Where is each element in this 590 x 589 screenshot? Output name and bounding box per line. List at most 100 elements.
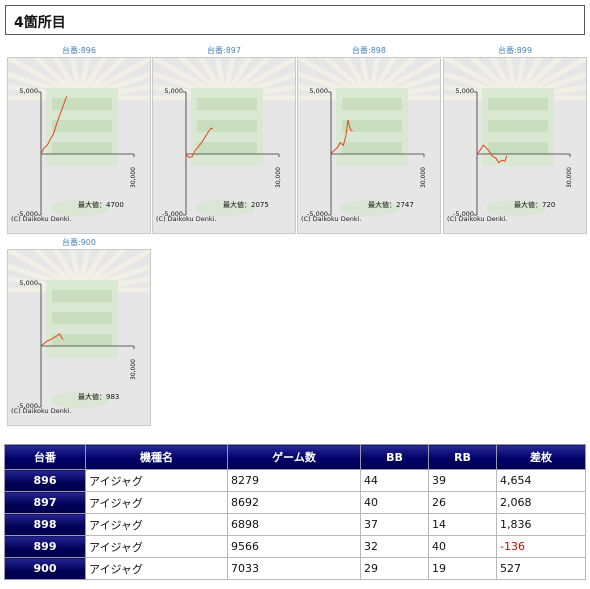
max-value-label: 最大値： — [368, 201, 396, 209]
cell-rb: 26 — [428, 491, 497, 514]
slump-graph: 5,000 -5,000 30,000 最大値：2075 (C) Daikoku Den… — [152, 57, 296, 234]
max-value-label: 最大値： — [78, 201, 106, 209]
copyright-text: (C) Daikoku Denki. — [11, 215, 72, 223]
graph-caption: 台番:898 — [297, 45, 441, 56]
machine-link[interactable]: 台番:898 — [352, 46, 386, 55]
cell-name: アイジャグ — [85, 491, 228, 514]
cell-bb: 40 — [360, 491, 429, 514]
cell-rb: 39 — [428, 469, 497, 492]
x-tick-label: 30,000 — [566, 167, 573, 188]
graph-background — [444, 58, 586, 216]
copyright-text: (C) Daikoku Denki. — [156, 215, 217, 223]
max-value: 最大値：720 — [514, 200, 555, 210]
x-tick-label: 30,000 — [275, 167, 282, 188]
x-tick-label: 30,000 — [130, 167, 137, 188]
machine-link[interactable]: 台番:897 — [207, 46, 241, 55]
cell-difference: 4,654 — [496, 469, 586, 492]
slump-series-line — [330, 119, 353, 155]
cell-games: 7033 — [227, 557, 361, 580]
max-value-label: 最大値： — [223, 201, 251, 209]
max-value-label: 最大値： — [514, 201, 542, 209]
table-row: 898 アイジャグ 6898 37 14 1,836 — [4, 513, 586, 536]
y-tick-label-top: 5,000 — [19, 87, 38, 95]
cell-games: 9566 — [227, 535, 361, 558]
cell-difference: 2,068 — [496, 491, 586, 514]
graph-caption: 台番:899 — [443, 45, 587, 56]
y-tick-label-top: 5,000 — [309, 87, 328, 95]
cell-number: 899 — [4, 535, 86, 558]
x-tick-label: 30,000 — [130, 359, 137, 380]
max-value: 最大値：2075 — [223, 200, 269, 210]
cell-name: アイジャグ — [85, 469, 228, 492]
slump-series-line — [476, 144, 508, 164]
y-tick-label-top: 5,000 — [19, 279, 38, 287]
y-tick-label-bottom: -5,000 — [307, 210, 328, 218]
cell-games: 8692 — [227, 491, 361, 514]
cell-bb: 37 — [360, 513, 429, 536]
slump-series-line — [40, 96, 68, 155]
max-value-number: 4700 — [106, 201, 124, 209]
cell-rb: 14 — [428, 513, 497, 536]
cell-difference: 527 — [496, 557, 586, 580]
table-header-row: 台番 機種名 ゲーム数 BB RB 差枚 — [4, 444, 586, 470]
cell-difference: -136 — [496, 535, 586, 558]
header-games: ゲーム数 — [227, 444, 361, 470]
graph-caption: 台番:896 — [7, 45, 151, 56]
copyright-text: (C) Daikoku Denki. — [11, 407, 72, 415]
max-value: 最大値：983 — [78, 392, 119, 402]
cell-games: 6898 — [227, 513, 361, 536]
slump-graph-svg — [298, 58, 440, 216]
slump-graph: 5,000 -5,000 30,000 最大値：983 (C) Daikoku Denk… — [7, 249, 151, 426]
table-row: 899 アイジャグ 9566 32 40 -136 — [4, 535, 586, 558]
y-tick-label-bottom: -5,000 — [17, 402, 38, 410]
copyright-text: (C) Daikoku Denki. — [447, 215, 508, 223]
max-value-number: 2747 — [396, 201, 414, 209]
slump-series-line — [185, 127, 213, 159]
machine-link[interactable]: 台番:899 — [498, 46, 532, 55]
x-tick-label: 30,000 — [420, 167, 427, 188]
cell-number: 898 — [4, 513, 86, 536]
y-tick-label-bottom: -5,000 — [453, 210, 474, 218]
y-tick-label-bottom: -5,000 — [17, 210, 38, 218]
y-tick-label-bottom: -5,000 — [162, 210, 183, 218]
cell-name: アイジャグ — [85, 535, 228, 558]
slump-graph-svg — [444, 58, 586, 216]
cell-rb: 40 — [428, 535, 497, 558]
cell-name: アイジャグ — [85, 513, 228, 536]
max-value-number: 983 — [106, 393, 120, 401]
cell-games: 8279 — [227, 469, 361, 492]
graph-caption: 台番:900 — [7, 237, 151, 248]
slump-series-line — [40, 333, 64, 347]
graph-background — [8, 58, 150, 216]
y-tick-label-top: 5,000 — [455, 87, 474, 95]
cell-bb: 32 — [360, 535, 429, 558]
slump-graph-svg — [153, 58, 295, 216]
max-value: 最大値：2747 — [368, 200, 414, 210]
page-title: 4箇所目 — [14, 15, 66, 31]
cell-number: 897 — [4, 491, 86, 514]
graph-panel: 台番:900 5,000 -5,000 30,000 最大値：983 (C) Daikok… — [7, 237, 151, 427]
header-rb: RB — [428, 444, 497, 470]
slump-graph-svg — [8, 58, 150, 216]
header-bb: BB — [360, 444, 429, 470]
machine-table: 台番 機種名 ゲーム数 BB RB 差枚 896 アイジャグ 8279 44 3… — [4, 444, 586, 580]
slump-graph: 5,000 -5,000 30,000 最大値：2747 (C) Daikoku Den… — [297, 57, 441, 234]
graph-background — [153, 58, 295, 216]
table-row: 900 アイジャグ 7033 29 19 527 — [4, 557, 586, 580]
header-machine-number: 台番 — [4, 444, 86, 470]
slump-graph-svg — [8, 250, 150, 408]
machine-link[interactable]: 台番:896 — [62, 46, 96, 55]
graph-panel: 台番:899 5,000 -5,000 30,000 最大値：720 (C) Daikok… — [443, 45, 587, 235]
copyright-text: (C) Daikoku Denki. — [301, 215, 362, 223]
graph-panel: 台番:897 5,000 -5,000 30,000 最大値：2075 (C) Daiko… — [152, 45, 296, 235]
graph-background — [298, 58, 440, 216]
cell-bb: 44 — [360, 469, 429, 492]
max-value-label: 最大値： — [78, 393, 106, 401]
header-difference: 差枚 — [496, 444, 586, 470]
graph-panel: 台番:896 5,000 -5,000 30,000 最大値：4700 (C) Daiko… — [7, 45, 151, 235]
graph-caption: 台番:897 — [152, 45, 296, 56]
cell-name: アイジャグ — [85, 557, 228, 580]
machine-link[interactable]: 台番:900 — [62, 238, 96, 247]
cell-bb: 29 — [360, 557, 429, 580]
graph-background — [8, 250, 150, 408]
